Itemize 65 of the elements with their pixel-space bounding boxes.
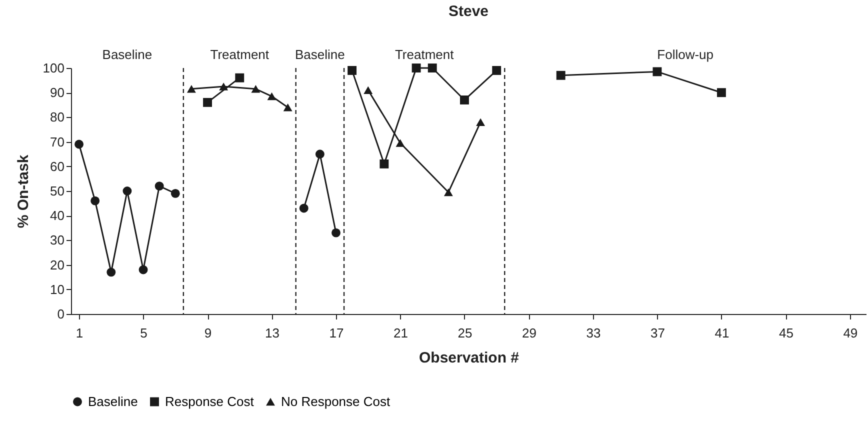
point xyxy=(716,88,726,98)
point xyxy=(476,118,486,126)
point xyxy=(186,85,196,93)
chart-title: Steve xyxy=(448,3,489,20)
x-tick-label: 25 xyxy=(458,326,472,340)
y-tick-label: 10 xyxy=(50,282,64,297)
y-tick-label: 50 xyxy=(50,184,64,198)
point xyxy=(251,85,260,93)
y-tick-label: 30 xyxy=(50,232,64,248)
point xyxy=(556,70,566,80)
x-tick-label: 17 xyxy=(329,326,344,340)
x-axis-title: Observation # xyxy=(418,350,520,366)
x-tick-label: 21 xyxy=(394,326,408,340)
y-tick-label: 90 xyxy=(50,85,64,100)
x-tick-label: 45 xyxy=(778,326,794,340)
point xyxy=(444,188,453,196)
point xyxy=(90,196,100,206)
legend-label: Baseline xyxy=(88,394,138,409)
point xyxy=(348,66,357,75)
point xyxy=(315,150,324,159)
point xyxy=(380,159,389,168)
point xyxy=(235,73,244,82)
point xyxy=(332,228,340,238)
x-tick-label: 29 xyxy=(522,326,536,340)
text: Treatment xyxy=(394,47,454,62)
point xyxy=(106,268,116,277)
point xyxy=(299,204,308,213)
point xyxy=(283,103,292,112)
x-tick-label: 1 xyxy=(76,326,84,340)
y-tick-label: 60 xyxy=(50,158,64,174)
point xyxy=(428,64,437,72)
x-tick-label: 5 xyxy=(140,326,148,340)
point xyxy=(267,92,276,100)
x-tick-label: 9 xyxy=(204,326,212,340)
y-axis-title: % On-task xyxy=(14,154,32,228)
point xyxy=(652,67,662,76)
point xyxy=(492,66,502,75)
point xyxy=(138,265,148,274)
point xyxy=(219,82,228,90)
x-tick-label: 41 xyxy=(714,326,730,340)
legend-label: Response Cost xyxy=(165,394,254,409)
point xyxy=(364,86,373,94)
y-tick-label: 100 xyxy=(42,60,64,76)
x-tick-label: 13 xyxy=(265,326,280,340)
text: Baseline xyxy=(295,47,345,62)
text: Follow-up xyxy=(657,47,714,62)
point xyxy=(460,96,469,104)
y-tick-label: 80 xyxy=(50,110,64,125)
y-tick-label: 0 xyxy=(57,306,64,322)
point xyxy=(396,139,405,147)
y-tick-label: 70 xyxy=(50,134,64,150)
point xyxy=(412,64,421,72)
point xyxy=(170,188,180,198)
text: Baseline xyxy=(102,47,152,62)
point xyxy=(122,186,132,196)
y-tick-label: 20 xyxy=(50,257,64,272)
text: Treatment xyxy=(210,47,270,62)
x-tick-label: 37 xyxy=(650,326,665,340)
x-tick-label: 33 xyxy=(586,326,601,340)
y-tick-label: 40 xyxy=(50,208,64,224)
point xyxy=(74,140,84,149)
point xyxy=(203,98,212,107)
x-tick-label: 49 xyxy=(843,326,858,340)
point xyxy=(154,182,164,191)
legend-label: No Response Cost xyxy=(281,394,390,409)
